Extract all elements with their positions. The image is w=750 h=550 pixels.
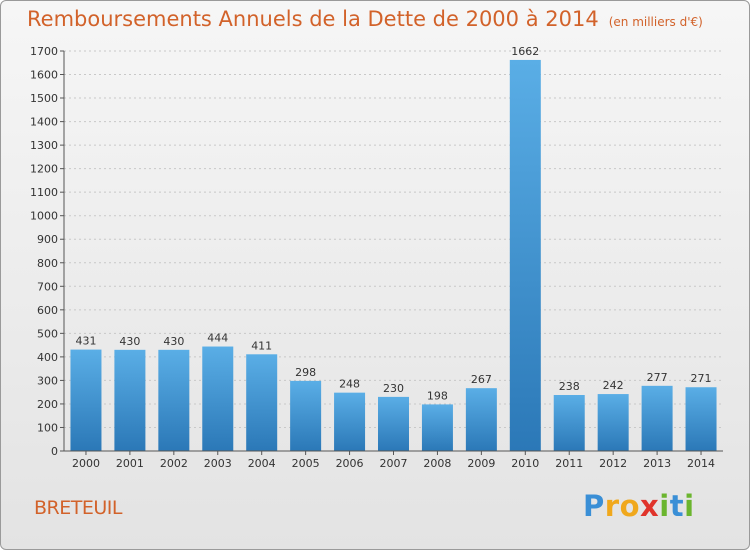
y-tick-label: 1300 <box>30 139 58 152</box>
x-tick-label: 2006 <box>336 457 364 470</box>
chart-title: Remboursements Annuels de la Dette de 20… <box>27 7 703 31</box>
x-tick-label: 2001 <box>116 457 144 470</box>
bar-2004 <box>246 354 278 451</box>
y-tick-label: 1100 <box>30 186 58 199</box>
value-label-2013: 277 <box>647 371 668 384</box>
x-tick-label: 2003 <box>204 457 232 470</box>
value-label-2006: 248 <box>339 378 360 391</box>
value-label-2010: 1662 <box>511 45 539 58</box>
x-tick-label: 2004 <box>248 457 276 470</box>
bar-2010 <box>509 59 541 452</box>
x-tick-label: 2008 <box>423 457 451 470</box>
x-tick-label: 2011 <box>555 457 583 470</box>
chart-title-text: Remboursements Annuels de la Dette de 20… <box>27 7 599 31</box>
x-tick-label: 2002 <box>160 457 188 470</box>
proxiti-logo: Proxiti <box>583 489 695 523</box>
value-label-2002: 430 <box>163 335 184 348</box>
value-label-2001: 430 <box>119 335 140 348</box>
bar-2011 <box>553 395 585 451</box>
x-tick-label: 2005 <box>292 457 320 470</box>
logo-letter: o <box>619 489 641 523</box>
y-tick-label: 1500 <box>30 92 58 105</box>
y-tick-label: 1600 <box>30 69 58 82</box>
bar-2003 <box>202 346 234 451</box>
value-label-2005: 298 <box>295 366 316 379</box>
y-tick-label: 100 <box>37 421 58 434</box>
value-label-2003: 444 <box>207 332 228 345</box>
y-tick-label: 1700 <box>30 45 58 58</box>
x-tick-label: 2014 <box>687 457 715 470</box>
bar-2008 <box>421 404 453 451</box>
value-label-2014: 271 <box>691 372 712 385</box>
value-label-2007: 230 <box>383 382 404 395</box>
logo-letter: i <box>684 489 695 523</box>
y-tick-label: 1200 <box>30 163 58 176</box>
value-label-2008: 198 <box>427 389 448 402</box>
town-name: BRETEUIL <box>34 497 122 519</box>
y-tick-label: 900 <box>37 233 58 246</box>
bar-2009 <box>465 388 497 451</box>
logo-letter: P <box>583 489 605 523</box>
logo-letter: r <box>604 489 620 523</box>
y-tick-label: 1400 <box>30 116 58 129</box>
value-label-2004: 411 <box>251 339 272 352</box>
bar-2000 <box>70 349 102 451</box>
x-tick-label: 2000 <box>72 457 100 470</box>
y-tick-label: 600 <box>37 304 58 317</box>
x-tick-label: 2013 <box>643 457 671 470</box>
value-label-2012: 242 <box>603 379 624 392</box>
value-label-2009: 267 <box>471 373 492 386</box>
x-tick-label: 2007 <box>380 457 408 470</box>
bar-2005 <box>290 380 322 451</box>
bar-2001 <box>114 349 146 451</box>
y-tick-label: 300 <box>37 374 58 387</box>
x-tick-label: 2009 <box>467 457 495 470</box>
value-label-2011: 238 <box>559 380 580 393</box>
bar-2007 <box>378 396 409 451</box>
logo-letter: x <box>640 489 660 523</box>
bar-2012 <box>597 394 629 451</box>
y-tick-label: 200 <box>37 398 58 411</box>
logo-letter: i <box>659 489 670 523</box>
y-tick-label: 1000 <box>30 210 58 223</box>
value-label-2000: 431 <box>75 335 96 348</box>
y-tick-label: 400 <box>37 351 58 364</box>
logo-letter: t <box>669 489 685 523</box>
bar-2014 <box>685 387 717 451</box>
chart-unit: (en milliers d'€) <box>608 15 703 29</box>
bar-2002 <box>158 349 190 451</box>
y-tick-label: 800 <box>37 257 58 270</box>
x-tick-label: 2012 <box>599 457 627 470</box>
y-tick-label: 500 <box>37 327 58 340</box>
x-tick-label: 2010 <box>511 457 539 470</box>
y-tick-label: 0 <box>51 445 58 458</box>
bar-2013 <box>641 385 673 451</box>
bar-2006 <box>334 392 366 451</box>
y-tick-label: 700 <box>37 280 58 293</box>
